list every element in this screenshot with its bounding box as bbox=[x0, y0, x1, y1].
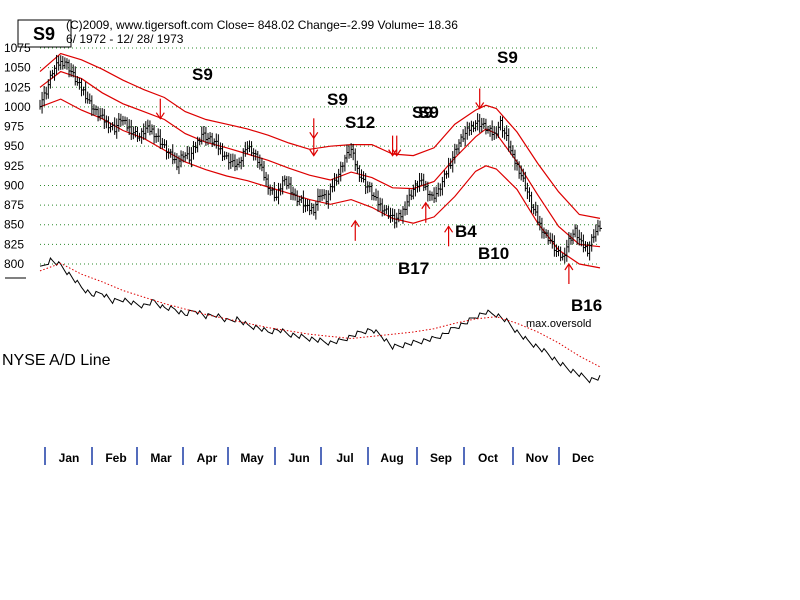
month-label-Jul: Jul bbox=[336, 451, 353, 465]
gridlines bbox=[40, 47, 600, 265]
signal-label-S9: S9 bbox=[497, 48, 518, 67]
price-bars bbox=[39, 54, 602, 264]
month-label-Feb: Feb bbox=[105, 451, 126, 465]
annotation-max-oversold: max.oversold bbox=[526, 318, 591, 330]
middle-band bbox=[39, 70, 601, 248]
signal-label-B10: B10 bbox=[478, 244, 509, 263]
month-label-Oct: Oct bbox=[478, 451, 498, 465]
signal-label-S9: S9 bbox=[418, 103, 439, 122]
y-tick-label: 1000 bbox=[4, 100, 31, 114]
ad-line bbox=[39, 256, 601, 384]
y-tick-label: 875 bbox=[4, 198, 24, 212]
month-axis: Jan Feb Mar Apr May Jun Jul Aug Sep Oct Nov Dec bbox=[44, 447, 594, 465]
header-line-1: (C)2009, www.tigersoft.com Close= 848.02… bbox=[66, 18, 458, 32]
signal-label-B16: B16 bbox=[571, 296, 602, 315]
signal-label-S9: S9 bbox=[327, 90, 348, 109]
y-tick-label: 950 bbox=[4, 139, 24, 153]
month-label-May: May bbox=[240, 451, 264, 465]
signal-label-B4: B4 bbox=[455, 222, 477, 241]
signal-arrowhead-S9 bbox=[475, 102, 485, 110]
signal-arrowhead-B10 bbox=[444, 225, 454, 233]
signal-label-B17: B17 bbox=[398, 259, 429, 278]
month-label-Dec: Dec bbox=[572, 451, 594, 465]
ad-line-label: NYSE A/D Line bbox=[2, 352, 111, 369]
signal-label-S9: S9 bbox=[412, 103, 433, 122]
signal-arrowhead-S12 bbox=[309, 149, 319, 157]
y-tick-label: 825 bbox=[4, 237, 24, 251]
signal-arrowhead-B17 bbox=[350, 219, 360, 228]
ad-line-panel bbox=[39, 256, 601, 384]
y-tick-label: 975 bbox=[4, 120, 24, 134]
header-line-2: 6/ 1972 - 12/ 28/ 1973 bbox=[66, 32, 184, 46]
y-tick-label: 800 bbox=[4, 257, 24, 271]
signal-arrowhead-B4 bbox=[421, 201, 431, 210]
signal-arrowhead-B16 bbox=[564, 262, 574, 271]
y-axis: 1075 1050 1025 1000 975 950 925 900 875 850 825 800 bbox=[4, 41, 31, 279]
upper-band bbox=[39, 52, 601, 219]
signal-arrowhead-S9 bbox=[155, 112, 165, 120]
signal-badge: S9 bbox=[33, 24, 55, 44]
month-label-Nov: Nov bbox=[526, 451, 549, 465]
month-label-Mar: Mar bbox=[150, 451, 172, 465]
signal-label-S12: S12 bbox=[345, 113, 375, 132]
signal-arrowhead-S9 bbox=[388, 149, 398, 157]
y-tick-label: 900 bbox=[4, 178, 24, 192]
ad-line-moving-average bbox=[39, 262, 601, 368]
y-tick-label: 1050 bbox=[4, 61, 31, 75]
month-label-Jan: Jan bbox=[59, 451, 80, 465]
month-label-Sep: Sep bbox=[430, 451, 452, 465]
signal-label-S9: S9 bbox=[192, 65, 213, 84]
month-label-Aug: Aug bbox=[380, 451, 403, 465]
lower-band bbox=[39, 98, 601, 269]
y-tick-label: 1075 bbox=[4, 41, 31, 55]
y-tick-label: 850 bbox=[4, 218, 24, 232]
signal-arrowhead-S9 bbox=[392, 149, 402, 157]
y-tick-label: 1025 bbox=[4, 80, 31, 94]
y-tick-label: 925 bbox=[4, 159, 24, 173]
bands bbox=[39, 52, 601, 269]
month-label-Apr: Apr bbox=[197, 451, 218, 465]
signal-badge-box bbox=[17, 19, 72, 48]
month-label-Jun: Jun bbox=[288, 451, 309, 465]
